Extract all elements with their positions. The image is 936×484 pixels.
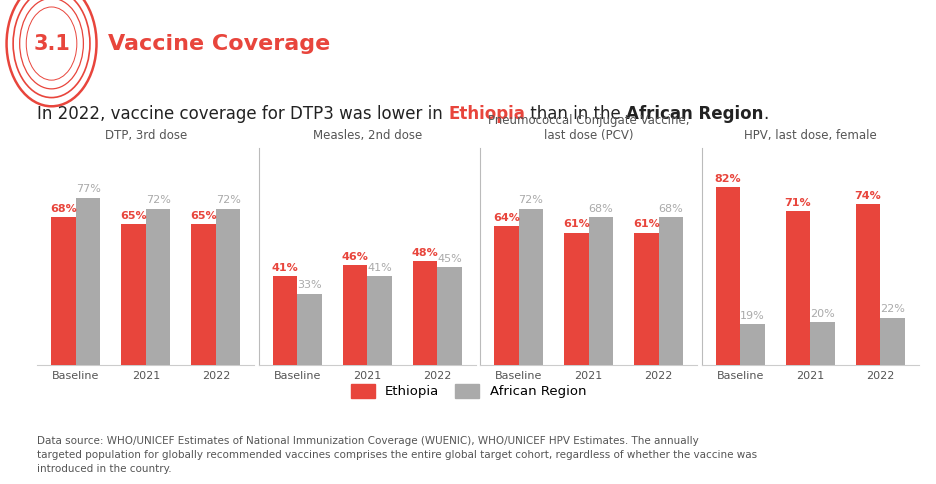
Text: African Region: African Region (625, 105, 763, 123)
Text: 33%: 33% (297, 280, 322, 290)
Text: 45%: 45% (437, 254, 461, 264)
Bar (122, 224, 146, 365)
Bar (367, 276, 391, 365)
Bar (297, 293, 321, 365)
Text: 65%: 65% (190, 211, 217, 221)
Bar (437, 267, 461, 365)
Title: Pneumococcal Conjugate Vaccine,
last dose (PCV): Pneumococcal Conjugate Vaccine, last dos… (488, 114, 689, 142)
Text: 48%: 48% (411, 248, 438, 257)
Bar (76, 197, 100, 365)
Bar (146, 209, 170, 365)
Bar (493, 226, 519, 365)
Text: 72%: 72% (518, 196, 543, 205)
Text: .: . (763, 105, 768, 123)
Bar (879, 318, 903, 365)
Text: 68%: 68% (658, 204, 682, 214)
Text: 72%: 72% (215, 196, 241, 205)
Bar (343, 265, 367, 365)
Legend: Ethiopia, African Region: Ethiopia, African Region (345, 378, 591, 403)
Text: 61%: 61% (563, 219, 589, 229)
Text: 41%: 41% (367, 263, 391, 273)
Bar (855, 204, 879, 365)
Title: DTP, 3rd dose: DTP, 3rd dose (105, 129, 187, 142)
Text: 77%: 77% (76, 184, 100, 195)
Bar (784, 211, 810, 365)
Text: 68%: 68% (588, 204, 613, 214)
Text: 20%: 20% (809, 309, 834, 318)
Bar (634, 232, 658, 365)
Text: 3.1: 3.1 (33, 33, 70, 54)
Text: 74%: 74% (854, 191, 880, 201)
Text: 68%: 68% (51, 204, 77, 214)
Text: In 2022, vaccine coverage for DTP3 was lower in: In 2022, vaccine coverage for DTP3 was l… (37, 105, 448, 123)
Text: Ethiopia: Ethiopia (448, 105, 525, 123)
Text: 65%: 65% (120, 211, 147, 221)
Text: 46%: 46% (342, 252, 368, 262)
Bar (51, 217, 76, 365)
Bar (413, 261, 437, 365)
Text: 71%: 71% (783, 197, 811, 208)
Bar (563, 232, 588, 365)
Bar (272, 276, 297, 365)
Bar (810, 322, 834, 365)
Bar (519, 209, 543, 365)
Title: Measles, 2nd dose: Measles, 2nd dose (313, 129, 421, 142)
Text: Data source: WHO/UNICEF Estimates of National Immunization Coverage (WUENIC), WH: Data source: WHO/UNICEF Estimates of Nat… (37, 436, 757, 474)
Text: 72%: 72% (146, 196, 170, 205)
Bar (588, 217, 612, 365)
Bar (739, 324, 764, 365)
Text: 41%: 41% (271, 263, 299, 273)
Text: 82%: 82% (714, 174, 740, 183)
Text: 19%: 19% (739, 311, 764, 321)
Bar (191, 224, 215, 365)
Text: 64%: 64% (492, 213, 519, 223)
Text: 22%: 22% (879, 304, 904, 314)
Text: Vaccine Coverage: Vaccine Coverage (108, 33, 329, 54)
Bar (658, 217, 682, 365)
Bar (715, 187, 739, 365)
Title: HPV, last dose, female: HPV, last dose, female (743, 129, 875, 142)
Bar (215, 209, 241, 365)
Text: than in the: than in the (525, 105, 625, 123)
Text: 61%: 61% (633, 219, 659, 229)
